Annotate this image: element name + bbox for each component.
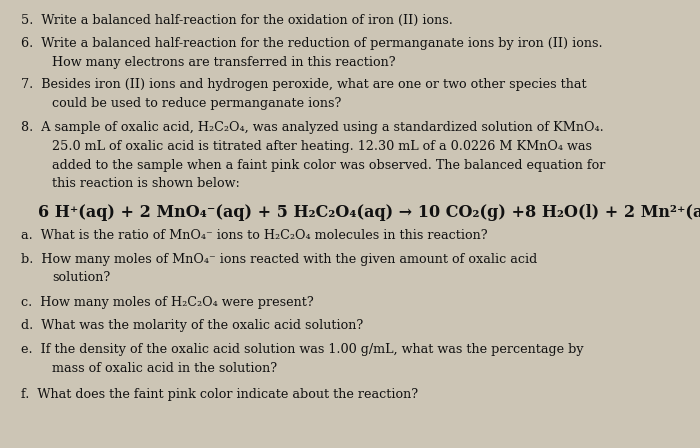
- Text: could be used to reduce permanganate ions?: could be used to reduce permanganate ion…: [52, 97, 342, 110]
- Text: d.  What was the molarity of the oxalic acid solution?: d. What was the molarity of the oxalic a…: [21, 319, 363, 332]
- Text: mass of oxalic acid in the solution?: mass of oxalic acid in the solution?: [52, 362, 278, 375]
- Text: How many electrons are transferred in this reaction?: How many electrons are transferred in th…: [52, 56, 396, 69]
- Text: c.  How many moles of H₂C₂O₄ were present?: c. How many moles of H₂C₂O₄ were present…: [21, 296, 314, 309]
- Text: 7.  Besides iron (II) ions and hydrogen peroxide, what are one or two other spec: 7. Besides iron (II) ions and hydrogen p…: [21, 78, 587, 91]
- Text: 8.  A sample of oxalic acid, H₂C₂O₄, was analyzed using a standardized solution : 8. A sample of oxalic acid, H₂C₂O₄, was …: [21, 121, 603, 134]
- Text: 6.  Write a balanced half-reaction for the reduction of permanganate ions by iro: 6. Write a balanced half-reaction for th…: [21, 37, 603, 50]
- Text: 25.0 mL of oxalic acid is titrated after heating. 12.30 mL of a 0.0226 M KMnO₄ w: 25.0 mL of oxalic acid is titrated after…: [52, 140, 592, 153]
- Text: added to the sample when a faint pink color was observed. The balanced equation : added to the sample when a faint pink co…: [52, 159, 606, 172]
- Text: 6 H⁺(aq) + 2 MnO₄⁻(aq) + 5 H₂C₂O₄(aq) → 10 CO₂(g) +8 H₂O(l) + 2 Mn²⁺(aq): 6 H⁺(aq) + 2 MnO₄⁻(aq) + 5 H₂C₂O₄(aq) → …: [38, 204, 700, 221]
- Text: f.  What does the faint pink color indicate about the reaction?: f. What does the faint pink color indica…: [21, 388, 418, 401]
- Text: solution?: solution?: [52, 271, 111, 284]
- Text: a.  What is the ratio of MnO₄⁻ ions to H₂C₂O₄ molecules in this reaction?: a. What is the ratio of MnO₄⁻ ions to H₂…: [21, 229, 488, 242]
- Text: 5.  Write a balanced half-reaction for the oxidation of iron (II) ions.: 5. Write a balanced half-reaction for th…: [21, 14, 453, 27]
- Text: e.  If the density of the oxalic acid solution was 1.00 g/mL, what was the perce: e. If the density of the oxalic acid sol…: [21, 343, 584, 356]
- Text: b.  How many moles of MnO₄⁻ ions reacted with the given amount of oxalic acid: b. How many moles of MnO₄⁻ ions reacted …: [21, 253, 538, 266]
- Text: this reaction is shown below:: this reaction is shown below:: [52, 177, 240, 190]
